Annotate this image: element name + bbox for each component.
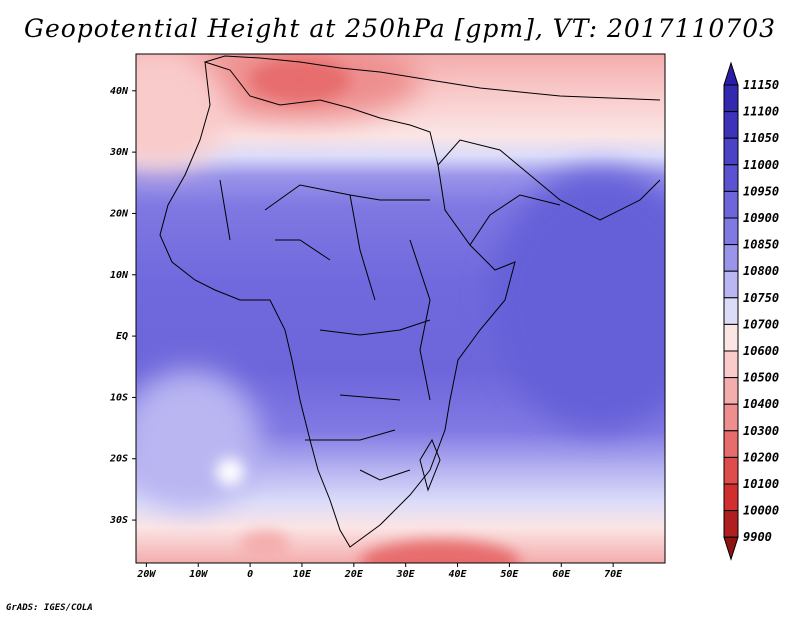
colorbar-swatch <box>723 111 739 139</box>
colorbar-swatch <box>723 164 739 192</box>
colorbar-swatch <box>723 456 739 485</box>
x-tick-label: 10W <box>189 569 208 580</box>
colorbar-swatch <box>723 510 739 538</box>
colorbar-label: 10700 <box>743 317 779 331</box>
colorbar-bottom-arrow <box>723 536 739 561</box>
colorbar-swatch <box>723 377 739 405</box>
colorbar-label: 10300 <box>743 424 779 438</box>
colorbar-label: 10750 <box>743 291 779 305</box>
credit-label: GrADS: IGES/COLA <box>6 603 93 613</box>
x-tick-label: 70E <box>604 569 623 580</box>
colorbar-label: 10600 <box>743 344 779 358</box>
colorbar: 11150 11100 11050 11000 10950 10900 10850 10800… <box>723 61 779 561</box>
x-tick-label: 0 <box>247 569 253 580</box>
colorbar-label: 10400 <box>743 397 779 411</box>
x-tick-label: 50E <box>500 569 519 580</box>
y-axis: 40N 30N 20N 10N EQ 10S 20S 30S <box>109 86 136 526</box>
y-tick-label: 10N <box>110 270 129 281</box>
colorbar-swatch <box>723 403 739 432</box>
x-tick-label: 30E <box>396 569 416 580</box>
colorbar-swatch <box>723 217 739 246</box>
colorbar-label: 10200 <box>743 450 779 464</box>
chart-title: Geopotential Height at 250hPa [gpm], VT:… <box>23 14 777 43</box>
colorbar-top-arrow <box>723 61 739 86</box>
colorbar-swatch <box>723 350 739 379</box>
colorbar-swatch <box>723 323 739 352</box>
colorbar-swatch <box>723 297 739 325</box>
colorbar-swatch <box>723 244 739 272</box>
x-tick-label: 40E <box>449 569 468 580</box>
y-tick-label: 20S <box>109 454 128 465</box>
y-tick-label: 20N <box>109 208 129 219</box>
colorbar-swatch <box>723 84 739 113</box>
y-tick-label: 30S <box>109 515 128 526</box>
colorbar-label: 11150 <box>743 78 779 92</box>
colorbar-label: 10500 <box>743 371 779 385</box>
colorbar-swatch <box>723 430 739 458</box>
x-tick-label: 20E <box>344 569 364 580</box>
colorbar-label: 9900 <box>743 530 772 544</box>
colorbar-label: 10850 <box>743 238 779 252</box>
height-field <box>136 54 665 563</box>
coastlines <box>159 55 661 548</box>
colorbar-swatch <box>723 270 739 299</box>
x-tick-label: 60E <box>552 569 571 580</box>
map-frame <box>135 53 666 564</box>
colorbar-label: 11100 <box>743 105 779 119</box>
colorbar-swatch <box>723 483 739 512</box>
x-tick-label: 20W <box>136 569 156 580</box>
y-tick-label: 30N <box>109 147 129 158</box>
y-tick-label: EQ <box>116 331 128 342</box>
colorbar-swatch <box>723 190 739 219</box>
x-axis: 20W 10W 0 10E 20E 30E 40E 50E 60E 70E <box>136 563 623 580</box>
colorbar-label: 10000 <box>743 504 779 518</box>
colorbar-label: 10100 <box>743 477 779 491</box>
colorbar-label: 11000 <box>743 158 779 172</box>
x-tick-label: 10E <box>293 569 312 580</box>
y-tick-label: 40N <box>110 86 129 97</box>
colorbar-label: 11050 <box>743 131 779 145</box>
colorbar-label: 10950 <box>743 184 779 198</box>
y-tick-label: 10S <box>110 392 128 403</box>
colorbar-swatch <box>723 137 739 166</box>
colorbar-label: 10800 <box>743 264 779 278</box>
colorbar-label: 10900 <box>743 211 779 225</box>
